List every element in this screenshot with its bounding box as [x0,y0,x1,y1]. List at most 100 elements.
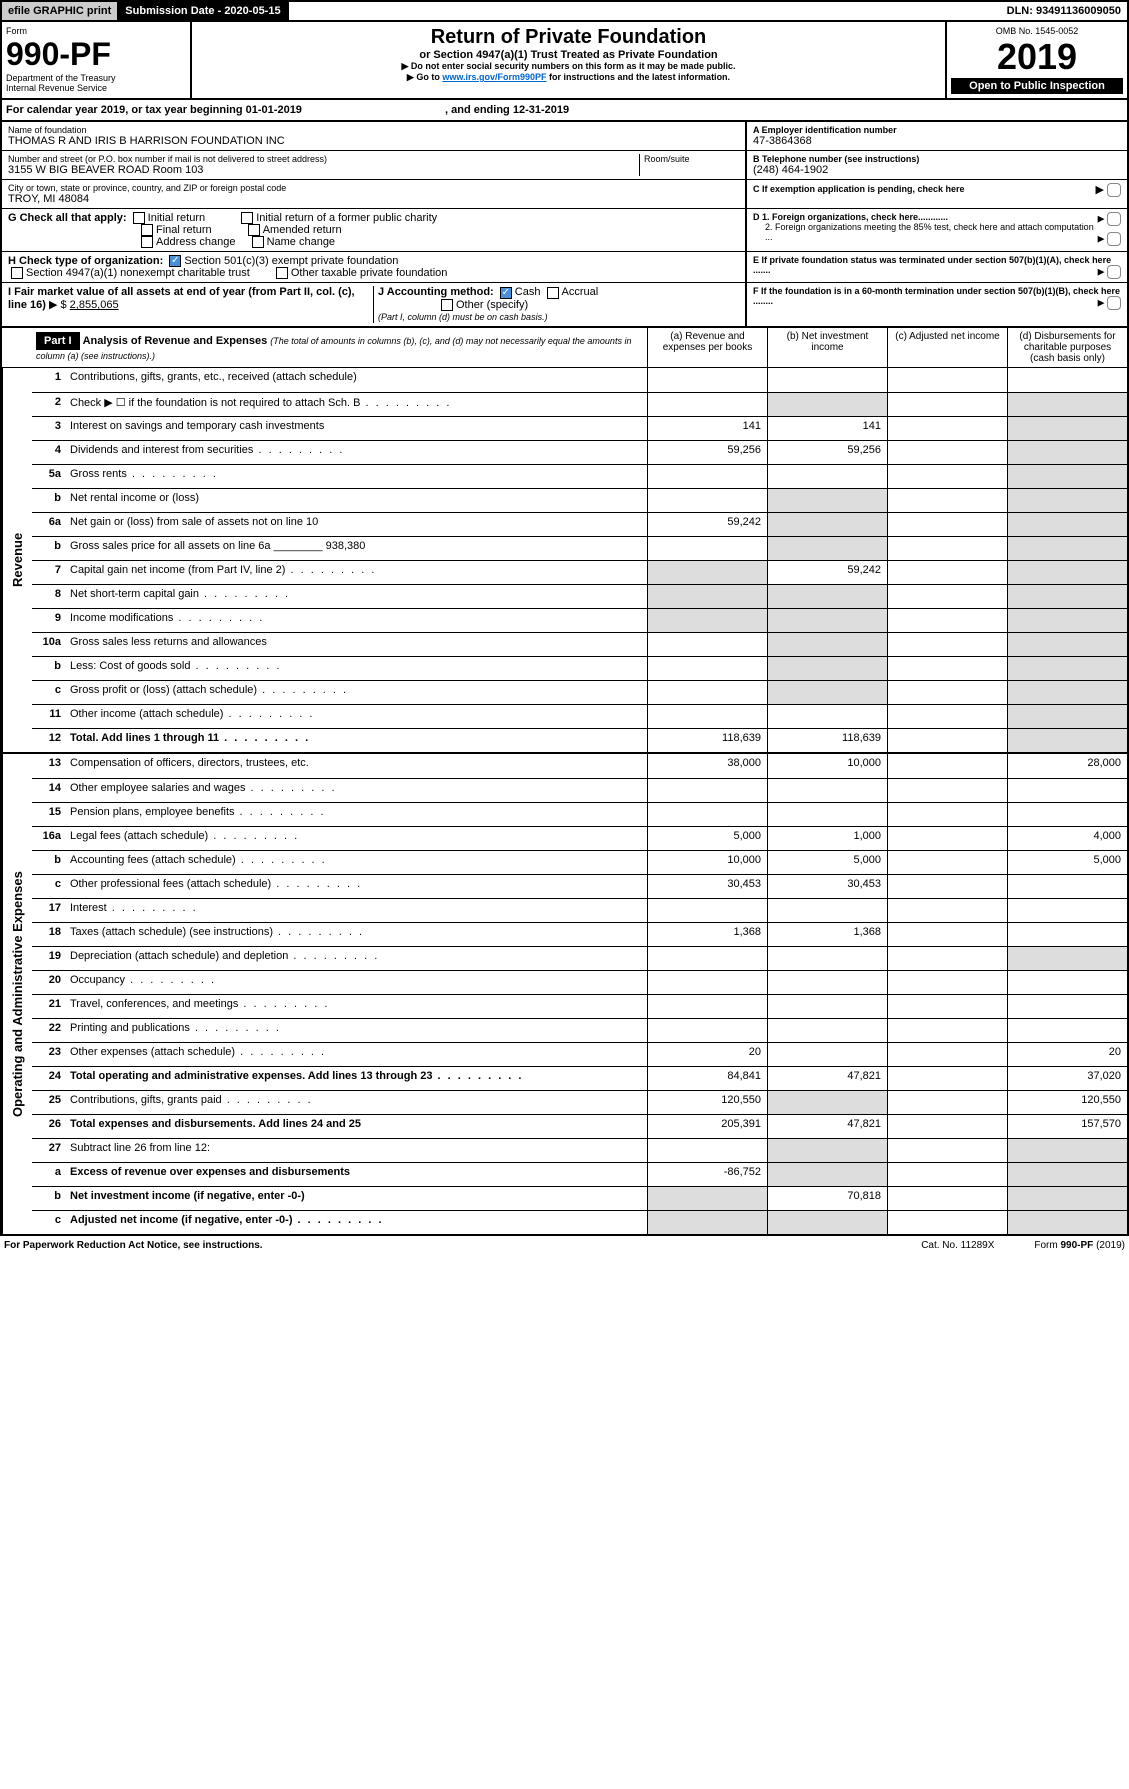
foundation-name: THOMAS R AND IRIS B HARRISON FOUNDATION … [8,135,739,147]
tax-year: 2019 [951,36,1123,78]
table-row: cOther professional fees (attach schedul… [32,874,1127,898]
city: TROY, MI 48084 [8,193,739,205]
d2-checkbox[interactable] [1107,232,1121,246]
submission-date: Submission Date - 2020-05-15 [119,2,288,20]
table-row: aExcess of revenue over expenses and dis… [32,1162,1127,1186]
j-check-other[interactable] [441,299,453,311]
h-check-4947[interactable] [11,267,23,279]
form-header: Form 990-PF Department of the Treasury I… [0,22,1129,100]
revenue-label: Revenue [2,368,32,752]
form-label: Form [6,26,186,36]
efile-btn[interactable]: efile GRAPHIC print [2,2,119,20]
info-section: Name of foundation THOMAS R AND IRIS B H… [0,122,1129,328]
h-check-501c3[interactable] [169,255,181,267]
table-row: 27Subtract line 26 from line 12: [32,1138,1127,1162]
note1: ▶ Do not enter social security numbers o… [196,61,941,72]
table-row: 15Pension plans, employee benefits [32,802,1127,826]
irs: Internal Revenue Service [6,83,186,93]
table-row: 16aLegal fees (attach schedule)5,0001,00… [32,826,1127,850]
phone: (248) 464-1902 [753,164,1121,176]
main-title: Return of Private Foundation [196,26,941,49]
g-check-initial[interactable] [133,212,145,224]
table-row: cGross profit or (loss) (attach schedule… [32,680,1127,704]
table-row: 22Printing and publications [32,1018,1127,1042]
top-bar: efile GRAPHIC print Submission Date - 20… [0,0,1129,22]
g-check-final[interactable] [141,224,153,236]
h-check-other[interactable] [276,267,288,279]
j-label: J Accounting method: [378,286,494,298]
table-row: 1Contributions, gifts, grants, etc., rec… [32,368,1127,392]
footer-mid: Cat. No. 11289X [921,1240,994,1251]
name-label: Name of foundation [8,125,739,135]
g-check-amended[interactable] [248,224,260,236]
col-b-head: (b) Net investment income [767,328,887,367]
table-row: bNet rental income or (loss) [32,488,1127,512]
sub-title: or Section 4947(a)(1) Trust Treated as P… [196,49,941,61]
table-row: bGross sales price for all assets on lin… [32,536,1127,560]
table-row: bAccounting fees (attach schedule)10,000… [32,850,1127,874]
j-note: (Part I, column (d) must be on cash basi… [378,312,548,322]
table-row: bNet investment income (if negative, ent… [32,1186,1127,1210]
table-row: cAdjusted net income (if negative, enter… [32,1210,1127,1234]
phone-label: B Telephone number (see instructions) [753,154,1121,164]
table-row: 26Total expenses and disbursements. Add … [32,1114,1127,1138]
table-row: 17Interest [32,898,1127,922]
col-a-head: (a) Revenue and expenses per books [647,328,767,367]
col-c-head: (c) Adjusted net income [887,328,1007,367]
table-row: 6aNet gain or (loss) from sale of assets… [32,512,1127,536]
d1-checkbox[interactable] [1107,212,1121,226]
table-row: 10aGross sales less returns and allowanc… [32,632,1127,656]
part1-title: Analysis of Revenue and Expenses [83,335,268,347]
dept: Department of the Treasury [6,73,186,83]
table-row: 7Capital gain net income (from Part IV, … [32,560,1127,584]
c-label: C If exemption application is pending, c… [753,184,965,194]
c-checkbox[interactable] [1107,183,1121,197]
table-row: bLess: Cost of goods sold [32,656,1127,680]
table-row: 12Total. Add lines 1 through 11118,63911… [32,728,1127,752]
table-row: 25Contributions, gifts, grants paid120,5… [32,1090,1127,1114]
table-row: 13Compensation of officers, directors, t… [32,754,1127,778]
h-label: H Check type of organization: [8,255,163,267]
e-label: E If private foundation status was termi… [753,255,1111,275]
j-check-cash[interactable] [500,287,512,299]
table-row: 5aGross rents [32,464,1127,488]
col-d-head: (d) Disbursements for charitable purpose… [1007,328,1127,367]
table-row: 18Taxes (attach schedule) (see instructi… [32,922,1127,946]
open-public: Open to Public Inspection [951,78,1123,94]
d1-label: D 1. Foreign organizations, check here..… [753,212,948,222]
ein: 47-3864368 [753,135,1121,147]
footer-left: For Paperwork Reduction Act Notice, see … [4,1240,263,1251]
table-row: 20Occupancy [32,970,1127,994]
address: 3155 W BIG BEAVER ROAD Room 103 [8,164,639,176]
table-row: 11Other income (attach schedule) [32,704,1127,728]
part1-table: Part I Analysis of Revenue and Expenses … [0,328,1129,1236]
city-label: City or town, state or province, country… [8,183,739,193]
table-row: 4Dividends and interest from securities5… [32,440,1127,464]
table-row: 24Total operating and administrative exp… [32,1066,1127,1090]
addr-label: Number and street (or P.O. box number if… [8,154,639,164]
ein-label: A Employer identification number [753,125,1121,135]
e-checkbox[interactable] [1107,265,1121,279]
g-label: G Check all that apply: [8,212,127,224]
calendar-year: For calendar year 2019, or tax year begi… [0,100,1129,122]
omb: OMB No. 1545-0052 [951,26,1123,36]
expenses-label: Operating and Administrative Expenses [2,754,32,1234]
g-check-address[interactable] [141,236,153,248]
footer: For Paperwork Reduction Act Notice, see … [0,1236,1129,1255]
g-check-initial-former[interactable] [241,212,253,224]
table-row: 19Depreciation (attach schedule) and dep… [32,946,1127,970]
part1-label: Part I [36,332,80,350]
irs-link[interactable]: www.irs.gov/Form990PF [442,72,546,82]
f-label: F If the foundation is in a 60-month ter… [753,286,1120,306]
g-check-name[interactable] [252,236,264,248]
i-value: 2,855,065 [70,299,119,311]
table-row: 9Income modifications [32,608,1127,632]
table-row: 8Net short-term capital gain [32,584,1127,608]
room-label: Room/suite [644,154,739,164]
d2-label: 2. Foreign organizations meeting the 85%… [765,222,1094,242]
form-number: 990-PF [6,36,186,73]
f-checkbox[interactable] [1107,296,1121,310]
footer-right: Form 990-PF (2019) [1034,1240,1125,1251]
table-row: 2Check ▶ ☐ if the foundation is not requ… [32,392,1127,416]
j-check-accrual[interactable] [547,287,559,299]
